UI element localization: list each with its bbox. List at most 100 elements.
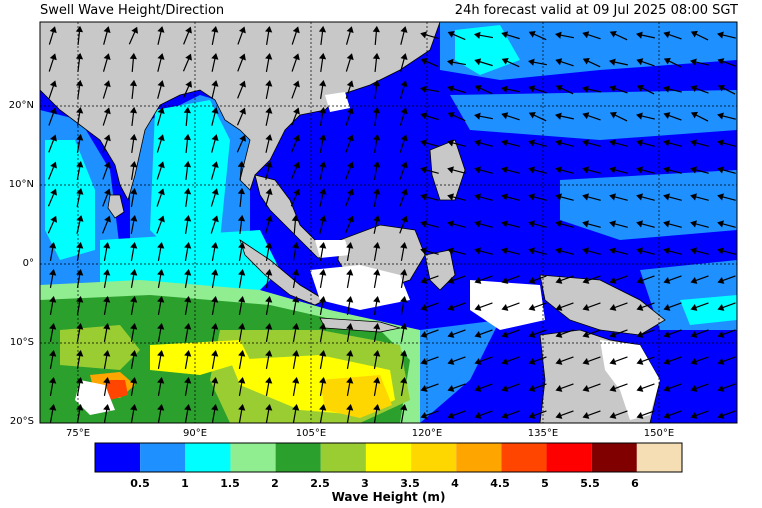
direction-arrowhead bbox=[157, 403, 165, 411]
direction-arrowhead bbox=[211, 403, 219, 411]
direction-arrowhead bbox=[237, 187, 246, 195]
direction-arrowhead bbox=[183, 106, 191, 114]
direction-arrowhead bbox=[717, 247, 724, 255]
direction-arrowhead bbox=[49, 26, 57, 34]
direction-arrowhead bbox=[49, 322, 57, 330]
direction-arrowhead bbox=[636, 303, 644, 311]
direction-arrowhead bbox=[372, 25, 380, 33]
direction-arrowhead bbox=[373, 295, 381, 303]
direction-arrowhead bbox=[636, 139, 643, 147]
direction-arrowhead bbox=[609, 58, 616, 66]
direction-arrowhead bbox=[291, 214, 299, 222]
direction-arrowhead bbox=[292, 322, 300, 330]
lon-label: 135°E bbox=[527, 428, 559, 439]
direction-arrowhead bbox=[717, 384, 725, 392]
colorbar-frame bbox=[94, 442, 683, 473]
direction-arrowhead bbox=[103, 295, 111, 303]
direction-arrowhead bbox=[528, 85, 536, 93]
direction-arrowhead bbox=[528, 276, 536, 284]
direction-arrowhead bbox=[420, 330, 428, 338]
lat-label: 0° bbox=[22, 258, 34, 269]
direction-arrowhead bbox=[103, 349, 111, 357]
direction-arrowhead bbox=[447, 247, 454, 255]
no-data-area bbox=[325, 92, 350, 112]
direction-arrowhead bbox=[447, 112, 455, 119]
sumatra bbox=[239, 239, 326, 306]
colorbar-tick: 6 bbox=[631, 477, 639, 490]
direction-arrowhead bbox=[582, 276, 590, 284]
direction-arrowhead bbox=[373, 268, 381, 276]
direction-arrowhead bbox=[582, 193, 589, 201]
direction-arrowhead bbox=[346, 107, 354, 115]
lat-label: 10°N bbox=[8, 179, 34, 190]
colorbar-tick: 1.5 bbox=[220, 477, 240, 490]
direction-arrowhead bbox=[238, 26, 246, 34]
direction-arrowhead bbox=[582, 112, 590, 120]
direction-arrowhead bbox=[663, 139, 670, 147]
direction-arrowhead bbox=[400, 403, 408, 411]
colorbar-swatch bbox=[456, 443, 502, 472]
direction-arrowhead bbox=[49, 295, 57, 303]
direction-arrowhead bbox=[103, 403, 111, 411]
direction-arrowhead bbox=[130, 241, 138, 249]
direction-arrowhead bbox=[49, 376, 57, 384]
direction-arrowhead bbox=[346, 26, 354, 34]
direction-arrowhead bbox=[420, 139, 427, 147]
direction-arrowhead bbox=[690, 193, 697, 201]
direction-arrowhead bbox=[373, 215, 381, 222]
direction-arrowhead bbox=[555, 166, 562, 174]
direction-arrowhead bbox=[528, 166, 535, 174]
direction-arrowhead bbox=[319, 268, 327, 276]
wave-zone bbox=[420, 320, 500, 423]
direction-arrowhead bbox=[238, 295, 246, 303]
direction-arrowhead bbox=[49, 403, 57, 411]
wave-zone bbox=[450, 90, 737, 140]
direction-arrowhead bbox=[184, 214, 192, 222]
direction-arrowhead bbox=[75, 25, 84, 33]
direction-arrowhead bbox=[183, 133, 192, 141]
direction-arrowhead bbox=[319, 79, 327, 87]
direction-arrowhead bbox=[690, 247, 697, 255]
direction-arrowhead bbox=[582, 411, 590, 419]
direction-arrowhead bbox=[582, 85, 589, 93]
direction-arrowhead bbox=[185, 26, 192, 34]
colorbar-tick: 1 bbox=[181, 477, 189, 490]
no-data-area bbox=[470, 280, 545, 330]
direction-arrowhead bbox=[346, 349, 354, 357]
direction-arrowhead bbox=[211, 161, 219, 169]
direction-arrowhead bbox=[103, 161, 111, 169]
direction-arrowhead bbox=[717, 220, 724, 228]
direction-arrowhead bbox=[420, 384, 428, 392]
direction-arrowhead bbox=[400, 107, 408, 115]
direction-arrowhead bbox=[265, 241, 273, 249]
direction-arrowhead bbox=[690, 139, 697, 147]
direction-arrowhead bbox=[474, 330, 482, 338]
direction-arrowhead bbox=[346, 322, 354, 330]
direction-arrowhead bbox=[420, 166, 427, 174]
direction-arrowhead bbox=[400, 241, 408, 249]
direction-arrowhead bbox=[347, 188, 354, 196]
direction-arrowhead bbox=[373, 160, 381, 168]
direction-arrowhead bbox=[528, 58, 535, 66]
direction-arrowhead bbox=[528, 384, 536, 392]
colorbar-title: Wave Height (m) bbox=[331, 490, 446, 504]
direction-arrowhead bbox=[609, 193, 616, 201]
direction-arrowhead bbox=[555, 193, 562, 201]
direction-arrowhead bbox=[501, 220, 508, 228]
direction-arrowhead bbox=[372, 79, 381, 87]
direction-arrowhead bbox=[609, 30, 617, 38]
direction-arrowhead bbox=[474, 193, 481, 201]
direction-arrowhead bbox=[663, 357, 671, 365]
direction-arrowhead bbox=[474, 357, 482, 365]
direction-arrowhead bbox=[346, 80, 354, 88]
direction-arrowhead bbox=[103, 53, 111, 61]
direction-arrowhead bbox=[636, 112, 643, 120]
colorbar-tick: 4 bbox=[451, 477, 459, 490]
direction-arrowhead bbox=[636, 31, 643, 39]
direction-arrowhead bbox=[103, 241, 111, 249]
direction-arrowhead bbox=[130, 268, 138, 276]
direction-arrowhead bbox=[582, 57, 590, 65]
direction-arrowhead bbox=[319, 215, 327, 222]
wave-zone bbox=[680, 295, 737, 325]
direction-arrowhead bbox=[501, 112, 509, 120]
